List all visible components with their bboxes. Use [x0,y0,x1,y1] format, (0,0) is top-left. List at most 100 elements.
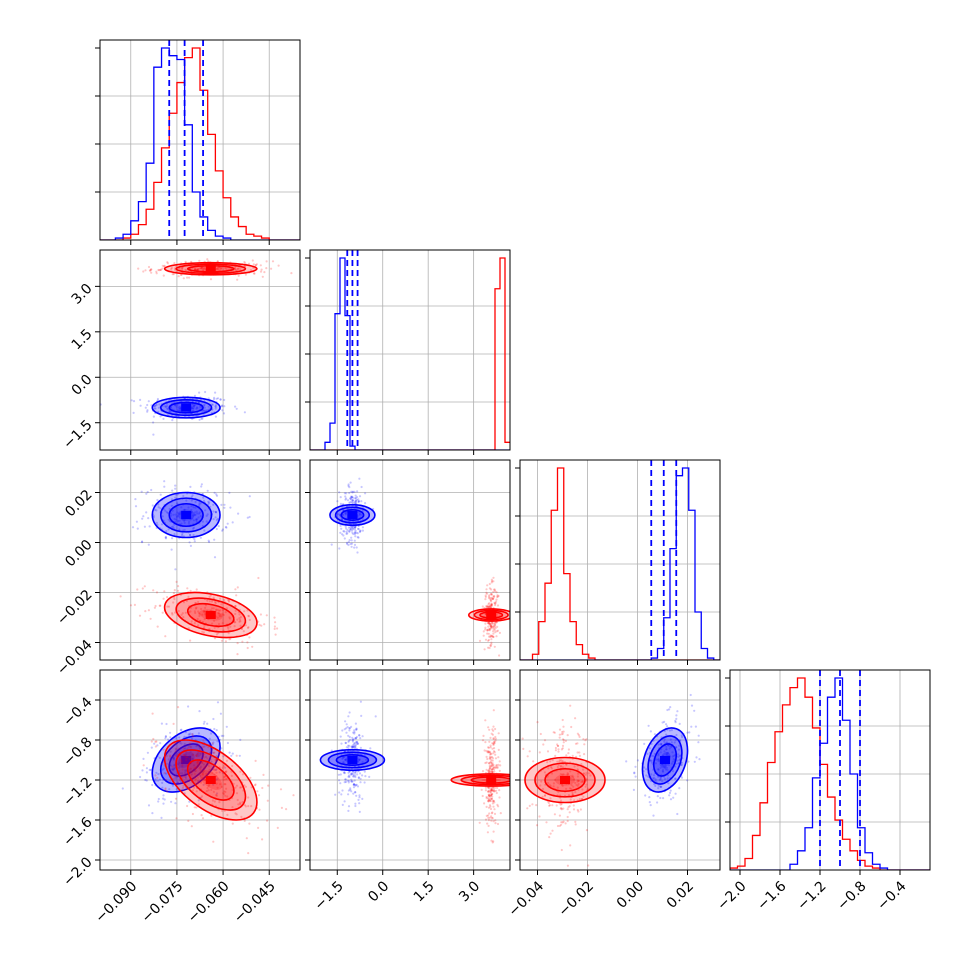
scatter-point [220,266,223,269]
scatter-point [491,597,494,601]
scatter-point [490,578,493,581]
scatter-point [493,595,496,598]
scatter-point [157,406,160,409]
scatter-point [648,747,651,750]
scatter-point [261,786,264,790]
scatter-point [358,796,361,799]
scatter-point [265,260,268,263]
panel-frame [99,459,301,661]
scatter-point [667,782,670,785]
scatter-point [214,406,217,409]
scatter-point [156,625,159,628]
scatter-point [167,518,170,521]
scatter-point [571,754,574,758]
scatter-point [238,620,241,623]
scatter-point [242,630,245,633]
scatter-point [660,743,663,746]
scatter-point [347,734,350,737]
scatter-point [172,768,175,772]
scatter-point [547,801,551,805]
scatter-point [489,753,492,756]
scatter-point [487,790,490,793]
scatter-point [224,525,227,529]
scatter-point [215,608,218,611]
scatter-point [227,627,230,630]
scatter-point [148,269,152,272]
scatter-point [354,497,357,500]
scatter-point [197,732,200,735]
scatter-point [216,260,219,263]
scatter-point [355,794,358,797]
scatter-point [238,613,241,616]
scatter-point [191,758,194,761]
scatter-point [204,606,207,610]
scatter-point [247,805,250,808]
scatter-point [243,804,246,807]
scatter-point [206,258,209,261]
scatter-point [569,844,572,847]
scatter-point [580,763,583,766]
scatter-point [659,751,662,754]
scatter-point [220,503,223,506]
scatter-point [208,540,211,544]
scatter-point [215,755,218,758]
scatter-point [490,593,493,596]
scatter-point [489,622,492,625]
scatter-point [197,512,200,515]
scatter-point [671,751,674,754]
scatter-point [577,734,581,737]
scatter-point [353,539,356,542]
scatter-point [353,742,356,746]
scatter-point [490,596,493,599]
scatter-point [494,786,497,789]
scatter-point [680,763,684,766]
scatter-point [566,773,569,777]
scatter-point [340,742,343,745]
scatter-point [159,268,162,271]
scatter-point [172,401,175,404]
scatter-point [147,804,151,807]
scatter-point [358,513,362,516]
scatter-point [226,813,229,817]
scatter-point [222,778,225,781]
scatter-point [236,278,239,281]
scatter-point [147,400,150,403]
scatter-point [235,594,238,597]
scatter-point [170,268,173,271]
scatter-point [170,768,173,771]
panel-content [310,250,510,450]
scatter-point [669,798,673,801]
scatter-point [239,268,242,271]
scatter-point [351,745,354,748]
scatter-point [181,768,184,771]
scatter-point [180,522,183,525]
scatter-point [244,273,247,276]
scatter-point [146,410,149,413]
scatter-point [186,276,189,279]
scatter-point [212,790,215,794]
scatter-point [488,622,491,625]
scatter-point [697,741,700,744]
scatter-point [196,782,199,785]
scatter-point [348,774,351,777]
scatter-point [495,763,498,767]
scatter-point [583,743,586,746]
scatter-point [142,515,145,518]
scatter-point [336,513,339,516]
scatter-point [177,747,180,750]
scatter-point [352,496,355,499]
scatter-point [540,780,543,783]
scatter-point [347,771,350,774]
scatter-point [224,794,227,797]
scatter-point [174,568,177,571]
scatter-point [180,742,183,745]
scatter-point [190,773,193,776]
scatter-point [487,769,490,772]
scatter-point [489,795,492,798]
scatter-point [220,734,223,738]
scatter-point [244,624,248,627]
scatter-point [557,763,560,767]
scatter-point [200,417,203,420]
scatter-point [201,746,204,749]
scatter-point [553,813,557,816]
